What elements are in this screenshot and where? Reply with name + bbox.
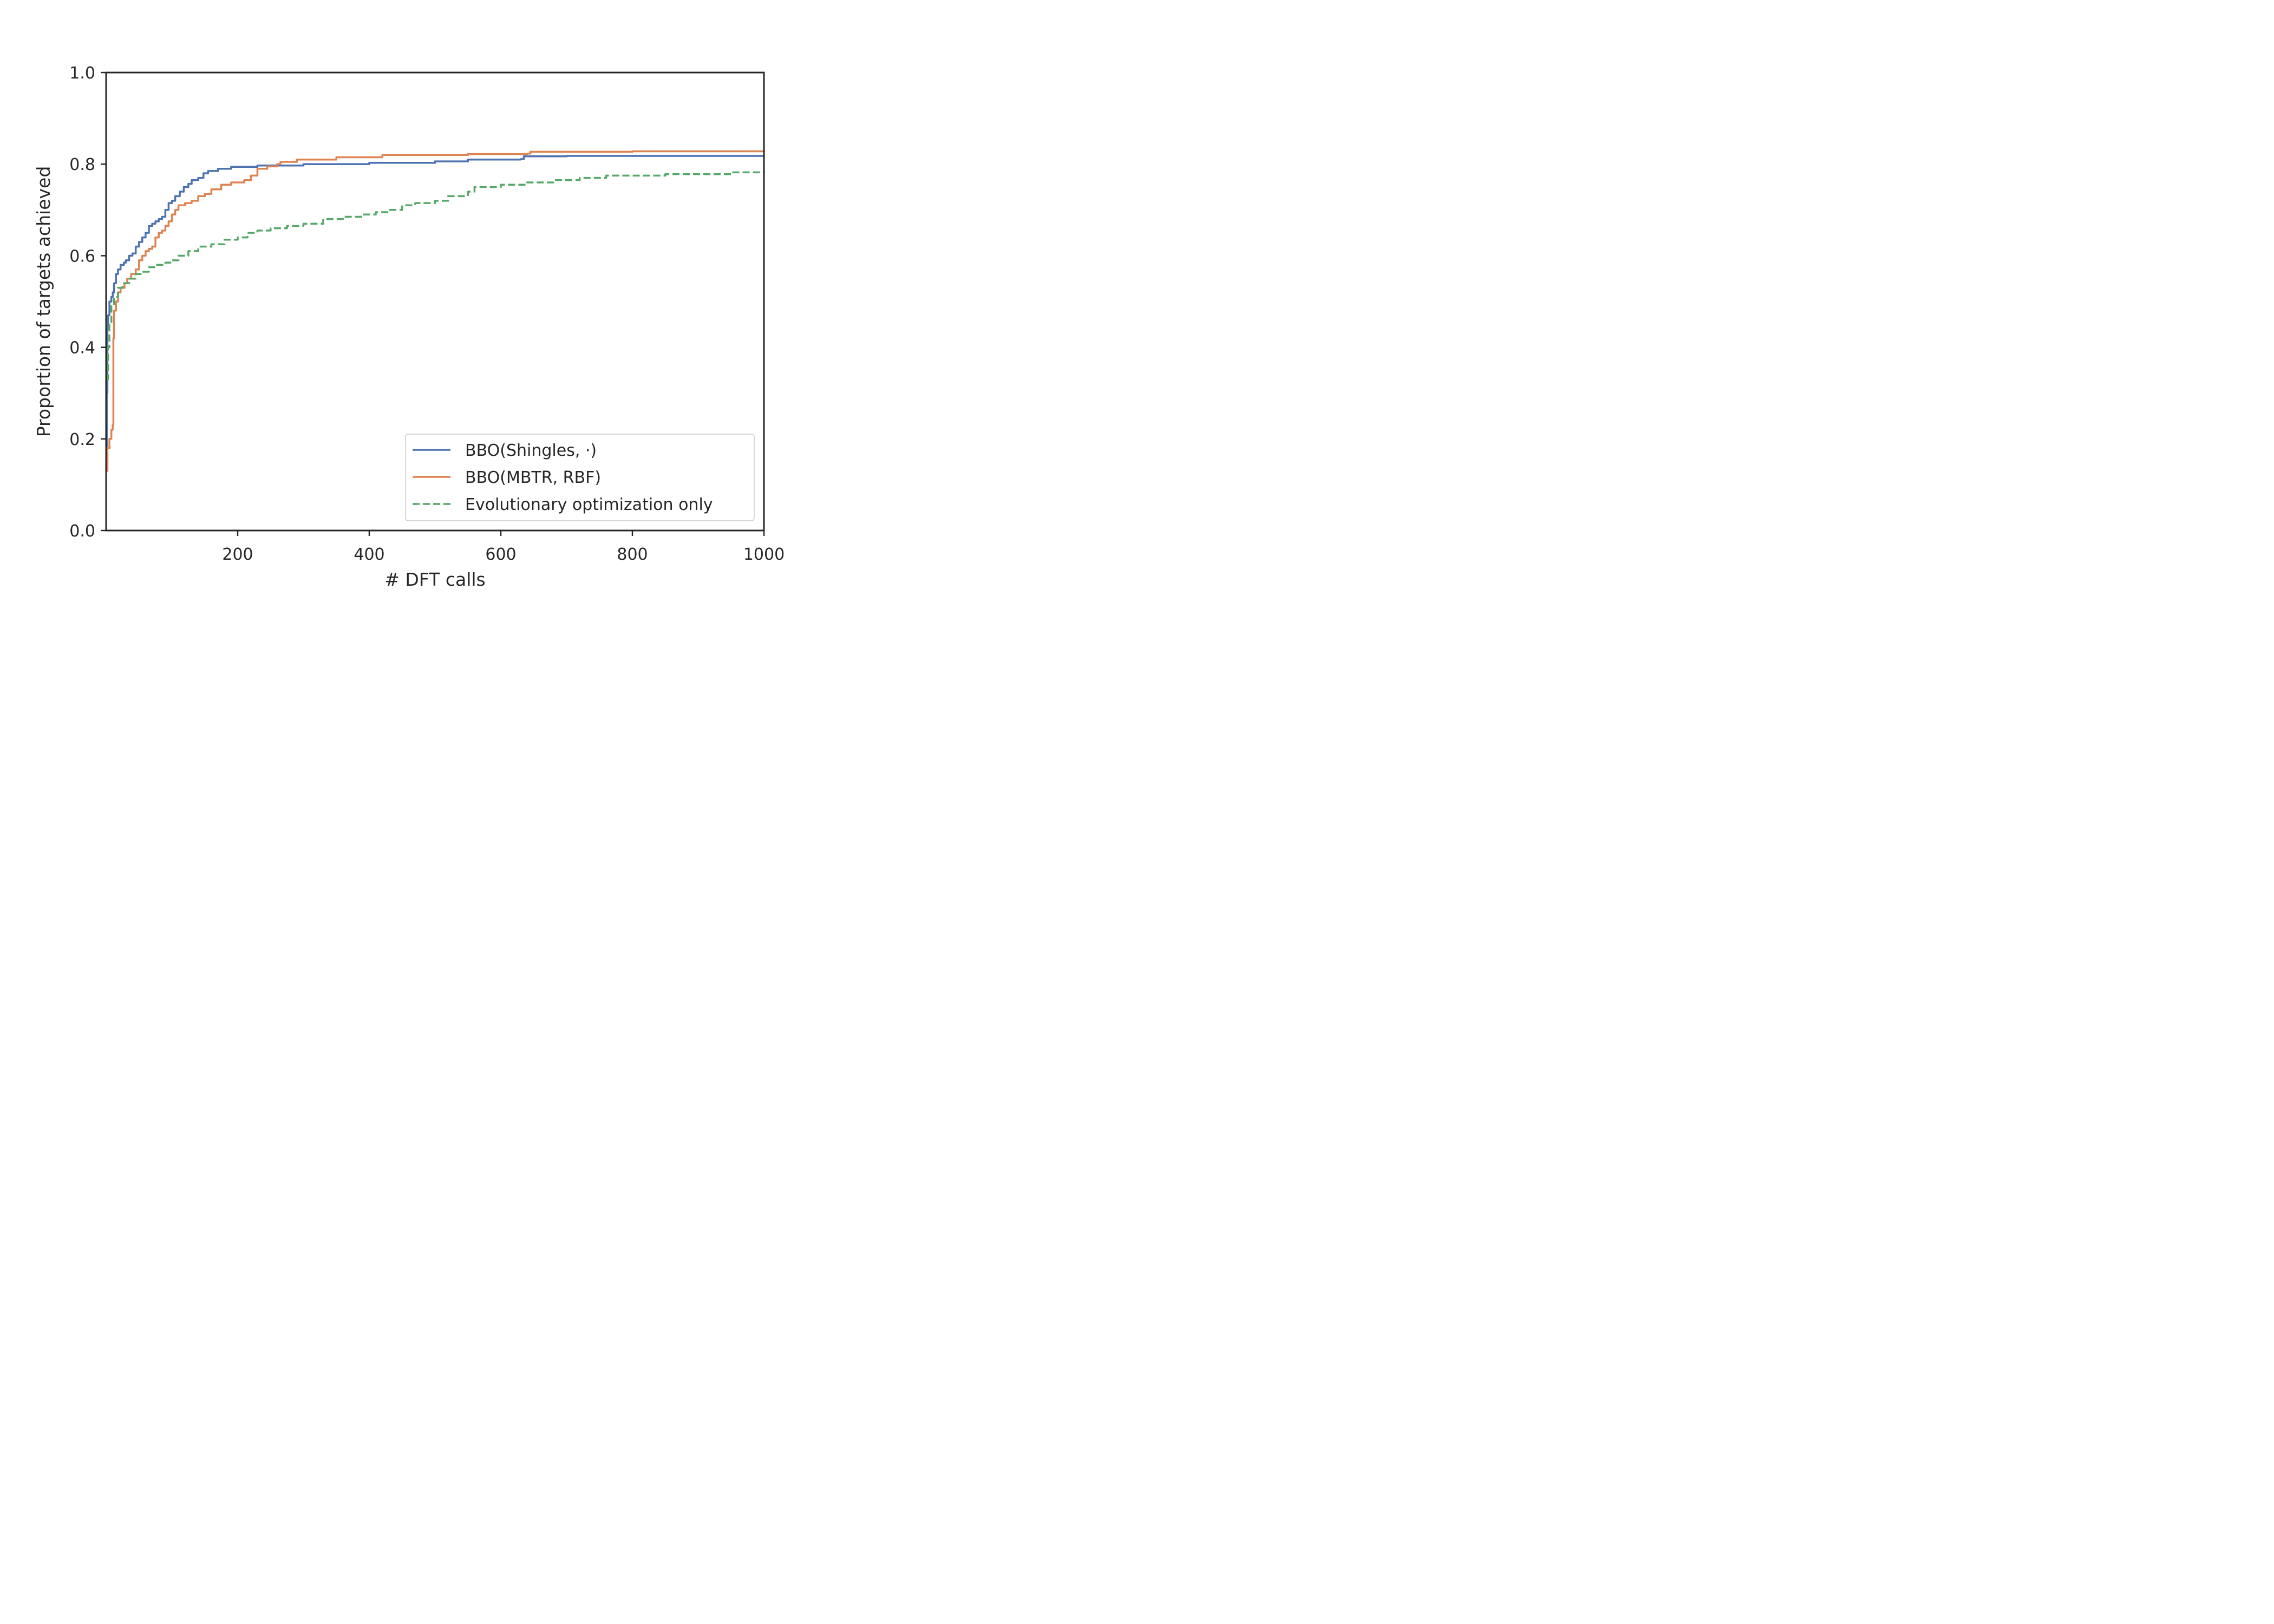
y-tick-label: 0.0 bbox=[69, 522, 95, 541]
line-chart: 200 400 600 800 1000 0.0 0.2 0.4 0.6 0.8 1.0 # DF… bbox=[0, 0, 847, 596]
plot-area bbox=[105, 71, 765, 532]
legend-box bbox=[405, 434, 755, 521]
plot-frame bbox=[105, 71, 765, 532]
y-tick-label: 1.0 bbox=[69, 64, 95, 83]
y-axis-title: Proportion of targets achieved bbox=[33, 166, 54, 437]
legend-items: BBO(Shingles, ·) BBO(MBTR, RBF) Evolutiona… bbox=[413, 441, 713, 514]
y-tick-label: 0.8 bbox=[69, 155, 95, 174]
series-line-3 bbox=[106, 171, 765, 381]
legend-label: BBO(Shingles, ·) bbox=[465, 441, 597, 460]
x-axis: 200 400 600 800 1000 bbox=[222, 531, 785, 564]
y-tick-label: 0.4 bbox=[69, 339, 95, 358]
series-layer bbox=[106, 150, 765, 472]
legend-label: BBO(MBTR, RBF) bbox=[465, 468, 601, 487]
y-axis: 0.0 0.2 0.4 0.6 0.8 1.0 bbox=[69, 64, 106, 541]
legend-item: BBO(MBTR, RBF) bbox=[413, 468, 601, 487]
legend-item: Evolutionary optimization only bbox=[413, 495, 713, 514]
y-tick-label: 0.6 bbox=[69, 247, 95, 266]
x-axis-title: # DFT calls bbox=[384, 569, 486, 590]
x-tick-label: 400 bbox=[354, 545, 384, 564]
legend-item: BBO(Shingles, ·) bbox=[413, 441, 597, 460]
x-tick-label: 200 bbox=[222, 545, 253, 564]
legend-label: Evolutionary optimization only bbox=[465, 495, 713, 514]
y-tick-label: 0.2 bbox=[69, 430, 95, 449]
legend: BBO(Shingles, ·) BBO(MBTR, RBF) Evolutiona… bbox=[405, 434, 755, 521]
x-tick-label: 800 bbox=[617, 545, 648, 564]
series-line-1 bbox=[106, 155, 764, 468]
x-tick-label: 1000 bbox=[743, 545, 785, 564]
x-tick-label: 600 bbox=[485, 545, 516, 564]
